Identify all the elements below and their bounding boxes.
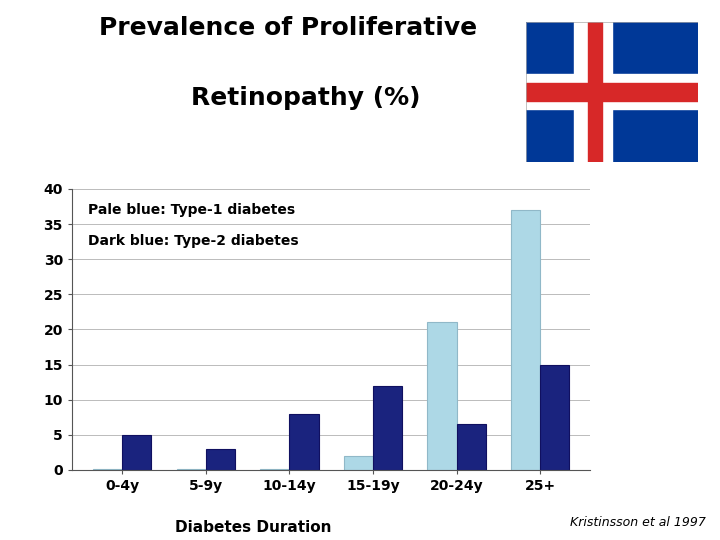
Bar [588,22,603,162]
Bar [526,74,698,109]
Bar [289,414,319,470]
Text: Prevalence of Proliferative: Prevalence of Proliferative [99,16,477,40]
Bar [511,210,540,470]
Text: Pale blue: Type-1 diabetes: Pale blue: Type-1 diabetes [88,203,294,217]
Bar [206,449,235,470]
Bar [93,469,122,470]
Text: Diabetes Duration: Diabetes Duration [175,521,332,535]
Bar [526,83,698,100]
Bar [540,364,570,470]
Bar [176,469,206,470]
Bar [574,22,612,162]
Bar [122,435,151,470]
Bar [456,424,486,470]
Bar [260,469,289,470]
Text: Dark blue: Type-2 diabetes: Dark blue: Type-2 diabetes [88,234,298,248]
Text: Retinopathy (%): Retinopathy (%) [156,86,420,110]
Bar [343,456,373,470]
Bar [428,322,456,470]
Bar [373,386,402,470]
Text: Kristinsson et al 1997: Kristinsson et al 1997 [570,516,706,529]
